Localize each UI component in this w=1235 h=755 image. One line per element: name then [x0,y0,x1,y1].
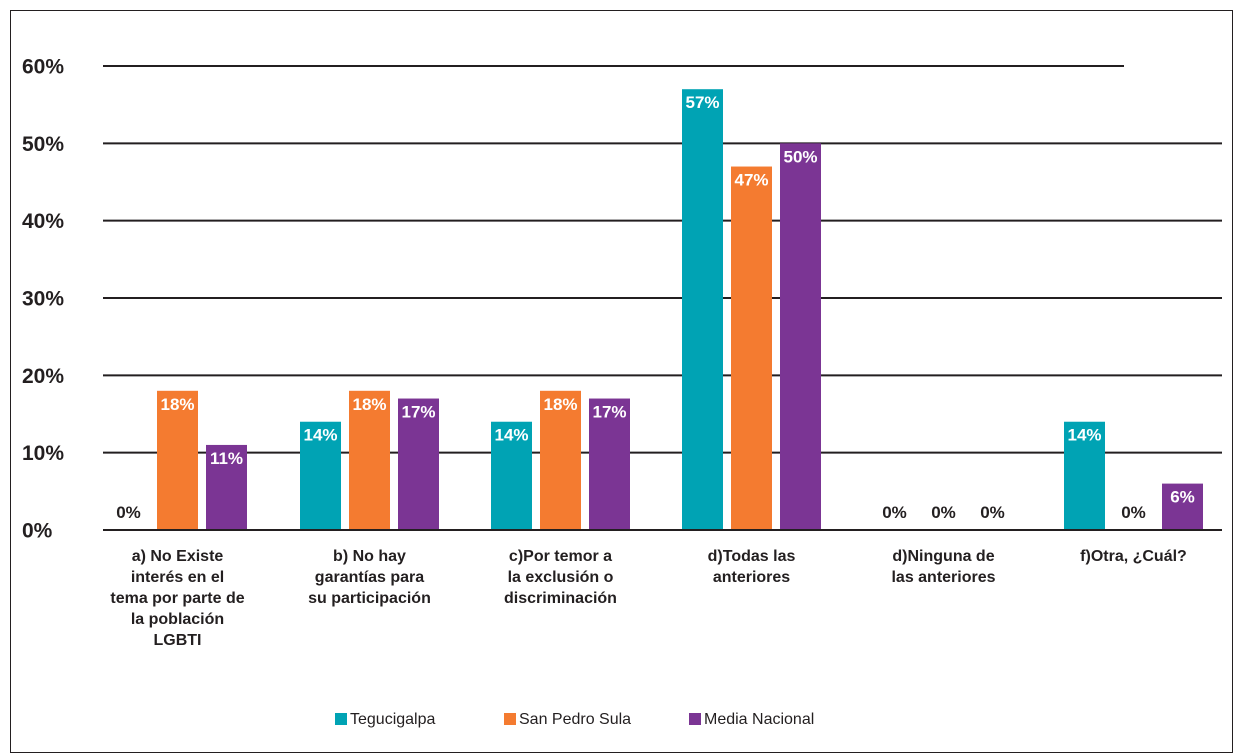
bar [589,398,630,530]
x-category-label: d)Ninguna de las anteriores [891,548,995,586]
bar [731,166,772,531]
bar [682,89,723,530]
data-label: 6% [1170,488,1195,507]
bar [157,390,198,530]
data-label: 14% [303,426,337,445]
data-label: 0% [931,503,956,522]
y-tick-label: 50% [22,133,64,156]
data-label: 14% [1067,426,1101,445]
bar [540,390,581,530]
data-label: 0% [116,503,141,522]
data-label: 50% [783,147,817,166]
legend-label: Tegucigalpa [350,711,436,728]
chart-frame [10,10,1233,753]
data-label: 0% [882,503,907,522]
legend-label: San Pedro Sula [519,711,631,728]
y-tick-label: 40% [22,210,64,233]
data-label: 47% [734,171,768,190]
x-category-label: c)Por temor a la exclusión o discriminació… [504,548,617,607]
bar [1162,483,1203,530]
x-category-label: a) No Existe interés en el tema por parte … [110,548,244,649]
data-label: 0% [980,503,1005,522]
legend-swatch [689,713,701,725]
data-label: 17% [592,403,626,422]
y-tick-label: 60% [22,56,64,79]
data-label: 17% [401,403,435,422]
legend-label: Media Nacional [704,711,814,728]
bar [1064,421,1105,530]
x-category-label: d)Todas las anteriores [708,548,796,586]
bar [349,390,390,530]
legend-swatch [504,713,516,725]
bar [491,421,532,530]
y-tick-label: 30% [22,288,64,311]
bar [398,398,439,530]
y-tick-label: 0% [22,520,53,543]
x-category-label: b) No hay garantías para su participación [308,548,431,607]
bar [300,421,341,530]
data-label: 11% [210,449,243,468]
data-label: 0% [1121,503,1146,522]
data-label: 18% [160,395,194,414]
y-tick-label: 20% [22,365,64,388]
data-label: 57% [685,93,719,112]
y-tick-label: 10% [22,442,64,465]
data-label: 14% [494,426,528,445]
bar [780,143,821,531]
data-label: 18% [543,395,577,414]
bar [206,444,247,530]
legend-swatch [335,713,347,725]
data-label: 18% [352,395,386,414]
x-category-label: f)Otra, ¿Cuál? [1080,548,1187,565]
